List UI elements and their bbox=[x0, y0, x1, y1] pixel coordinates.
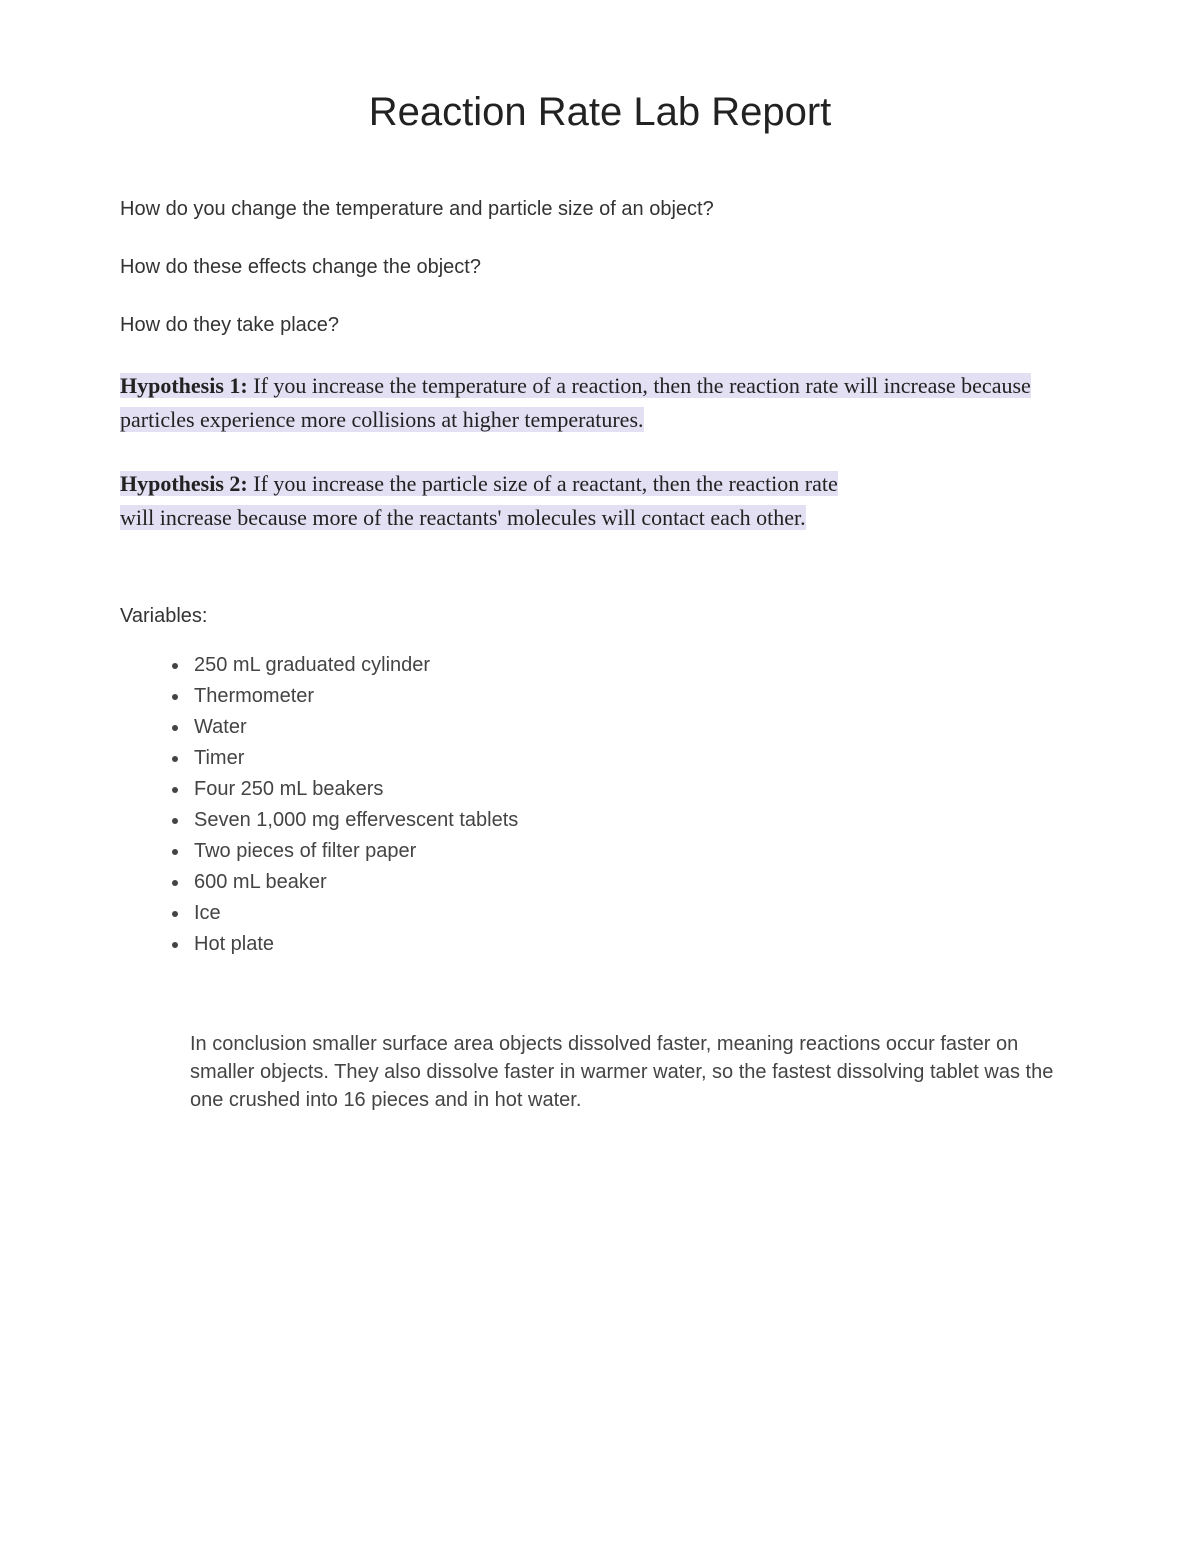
variables-label: Variables: bbox=[120, 605, 1080, 628]
conclusion-paragraph: In conclusion smaller surface area objec… bbox=[190, 1030, 1060, 1114]
list-item: Thermometer bbox=[190, 681, 1080, 712]
list-item: Four 250 mL beakers bbox=[190, 774, 1080, 805]
intro-question-3: How do they take place? bbox=[120, 311, 1080, 339]
intro-question-2: How do these effects change the object? bbox=[120, 253, 1080, 281]
hypothesis-2-text-line1: If you increase the particle size of a r… bbox=[248, 471, 838, 496]
intro-question-1: How do you change the temperature and pa… bbox=[120, 195, 1080, 223]
document-page: Reaction Rate Lab Report How do you chan… bbox=[0, 0, 1200, 1553]
hypothesis-1: Hypothesis 1: If you increase the temper… bbox=[120, 369, 1080, 437]
hypothesis-2: Hypothesis 2: If you increase the partic… bbox=[120, 467, 1080, 535]
list-item: Seven 1,000 mg effervescent tablets bbox=[190, 805, 1080, 836]
hypothesis-1-text: If you increase the temperature of a rea… bbox=[120, 373, 1031, 432]
list-item: Hot plate bbox=[190, 929, 1080, 960]
list-item: Water bbox=[190, 712, 1080, 743]
hypothesis-1-block: Hypothesis 1: If you increase the temper… bbox=[120, 369, 1080, 437]
document-title: Reaction Rate Lab Report bbox=[120, 90, 1080, 135]
hypothesis-2-label: Hypothesis 2: bbox=[120, 471, 248, 496]
hypothesis-2-block: Hypothesis 2: If you increase the partic… bbox=[120, 467, 1080, 535]
list-item: Two pieces of filter paper bbox=[190, 836, 1080, 867]
variables-list: 250 mL graduated cylinder Thermometer Wa… bbox=[160, 650, 1080, 960]
list-item: 250 mL graduated cylinder bbox=[190, 650, 1080, 681]
list-item: Timer bbox=[190, 743, 1080, 774]
hypothesis-2-text-line2: will increase because more of the reacta… bbox=[120, 505, 806, 530]
list-item: 600 mL beaker bbox=[190, 867, 1080, 898]
hypothesis-1-label: Hypothesis 1: bbox=[120, 373, 248, 398]
list-item: Ice bbox=[190, 898, 1080, 929]
